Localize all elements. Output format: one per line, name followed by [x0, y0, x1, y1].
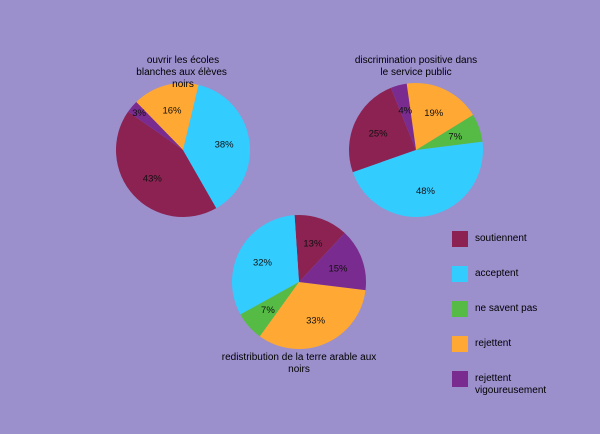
legend-swatch: [452, 231, 468, 247]
legend-label: ne savent pas: [475, 303, 537, 314]
pie-chart-1: 43% 38% 16% 3% ouvrir les écoles blanches aux…: [116, 55, 251, 217]
legend-label: soutiennent: [475, 233, 527, 244]
pie-slice-acceptent: [232, 215, 299, 315]
legend-item-rejettent: rejettent: [452, 336, 511, 352]
slice-label-soutiennent: 13%: [303, 238, 323, 249]
slice-label-ne-savent-pas: 7%: [448, 132, 462, 143]
pie-slice-acceptent: [352, 141, 483, 217]
pie-title: ouvrir les écoles blanches aux élèves noi…: [136, 55, 229, 90]
pie-slice-rejettent-vigoureusement: [128, 101, 183, 150]
slice-label-ne-savent-pas: 7%: [261, 305, 275, 316]
legend-item-soutiennent: soutiennent: [452, 231, 527, 247]
pie-slice-soutiennent: [349, 87, 416, 173]
pie-slice-rejettent: [136, 82, 199, 150]
pie-charts: 43% 38% 16% 3% ouvrir les écoles blanches aux…: [116, 55, 483, 375]
pie-slice-soutiennent: [294, 215, 345, 282]
pie-slice-rejettent-vigoureusement: [299, 233, 366, 291]
legend-swatch: [452, 336, 468, 352]
pie-slice-ne-savent-pas: [416, 114, 483, 150]
slice-label-soutiennent: 25%: [369, 128, 389, 139]
slice-label-acceptent: 48%: [416, 186, 436, 197]
legend-item-rejettent-vigoureusement: rejettent vigoureusement: [452, 371, 546, 396]
pie-slice-rejettent: [259, 282, 366, 349]
legend: soutiennent acceptent ne savent pas rejette…: [452, 231, 546, 396]
slice-label-rejettent: 16%: [162, 106, 182, 117]
legend-label: acceptent: [475, 268, 519, 279]
legend-swatch: [452, 371, 468, 387]
slice-label-rejettent-vigoureusement: 3%: [132, 108, 146, 119]
slice-label-rejettent: 19%: [424, 108, 444, 119]
legend-item-acceptent: acceptent: [452, 266, 519, 282]
legend-item-ne-savent-pas: ne savent pas: [452, 301, 537, 317]
slice-label-acceptent: 32%: [253, 258, 273, 269]
pie-slice-acceptent: [183, 84, 251, 209]
pie-title: redistribution de la terre arable aux noi…: [222, 352, 377, 375]
slice-label-soutiennent: 43%: [143, 174, 163, 185]
slice-label-rejettent: 33%: [306, 316, 326, 327]
legend-label: rejettent: [475, 338, 511, 349]
legend-swatch: [452, 301, 468, 317]
legend-label: rejettent vigoureusement: [475, 373, 546, 396]
slice-label-rejettent-vigoureusement: 15%: [328, 263, 348, 274]
slice-label-acceptent: 38%: [215, 140, 235, 151]
pie-title: discrimination positive dans le service p…: [355, 55, 477, 78]
pie-slice-rejettent-vigoureusement: [390, 83, 416, 150]
pie-slice-ne-savent-pas: [240, 282, 299, 337]
pie-slice-rejettent: [406, 83, 474, 150]
legend-swatch: [452, 266, 468, 282]
pie-chart-2: 25% 48% 7% 19% 4% discrimination positive dan…: [349, 55, 483, 217]
pie-slice-soutiennent: [116, 111, 217, 217]
pie-chart-3: 13% 32% 7% 33% 15% redistribution de la terre…: [222, 215, 377, 375]
slice-label-rejettent-vigoureusement: 4%: [398, 105, 412, 116]
